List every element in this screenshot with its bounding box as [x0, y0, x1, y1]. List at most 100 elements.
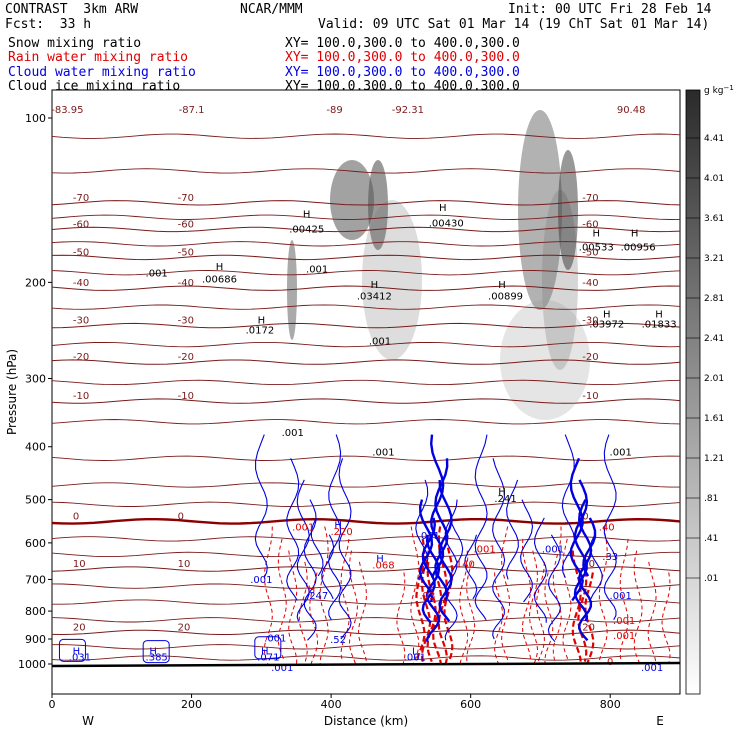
y-tick-label: 400	[25, 441, 46, 454]
rain-contour	[577, 561, 588, 662]
cloud-water-contour	[286, 458, 300, 601]
extremum-label: H	[593, 229, 601, 240]
extremum-label: H	[631, 229, 639, 240]
rain-contour	[521, 538, 532, 662]
rain-contour	[426, 561, 437, 663]
extremum-label: H	[376, 554, 384, 565]
temperature-contour-label: 10	[73, 559, 86, 570]
y-axis-label: Pressure (hPa)	[5, 349, 19, 435]
y-tick-label: 700	[25, 573, 46, 586]
temperature-contour	[52, 617, 680, 623]
temperature-contour-label: -80	[178, 49, 194, 60]
rain-contour	[420, 550, 432, 665]
cloud-water-contour	[582, 517, 597, 577]
temperature-contour-label: 0	[73, 511, 79, 522]
cloud-water-contour	[547, 534, 561, 642]
extremum-label: -89	[326, 105, 342, 116]
temperature-contour-label: -60	[178, 219, 194, 230]
rain-contour	[319, 526, 329, 665]
extremum-label: L	[412, 646, 418, 657]
svg-text:g kg−1: g kg−1	[704, 84, 734, 96]
temperature-contour	[52, 168, 680, 174]
extremum-label: -83.95	[51, 105, 83, 116]
temperature-contour	[52, 482, 680, 488]
extremum-label: .247	[306, 591, 328, 602]
temperature-contour-line	[52, 398, 680, 404]
temperature-contour-label: -50	[178, 247, 194, 258]
temperature-contour-label: -30	[73, 316, 89, 327]
snow-plume	[330, 160, 374, 240]
extremum-label: .001	[613, 631, 635, 642]
temperature-contour-line	[52, 629, 680, 636]
x-tick-label: 400	[321, 698, 342, 711]
x-tick-label: 0	[49, 698, 56, 711]
extremum-label: .031	[69, 652, 91, 663]
rain-contour	[288, 550, 298, 665]
rain-contour	[647, 561, 657, 662]
temperature-contour-label: -40	[73, 278, 89, 289]
x-endpoint-west: W	[82, 714, 94, 728]
extremum-label: .52	[330, 635, 346, 646]
extremum-label: .001	[146, 268, 168, 279]
temperature-contour	[52, 419, 680, 425]
rain-contour	[571, 550, 582, 665]
x-axis: 0 200 400 600 800	[49, 694, 621, 711]
extremum-label: L	[342, 80, 348, 91]
rain-contour	[535, 561, 545, 662]
rain-contour	[298, 561, 308, 662]
rain-contour	[410, 526, 420, 665]
temperature-contour-line	[52, 359, 680, 365]
terrain-line	[52, 661, 680, 668]
temperature-contour-label: 20	[582, 622, 595, 633]
rain-contour	[619, 538, 629, 662]
extremum-label: H	[498, 280, 506, 291]
rain-contour	[494, 572, 504, 665]
extremum-label: .220	[330, 527, 352, 538]
x-tick-label: 600	[460, 698, 481, 711]
cloud-water-contour	[310, 517, 324, 577]
cloud-water-contour	[338, 458, 352, 640]
y-tick-label: 100	[25, 112, 46, 125]
temperature-contour	[52, 583, 680, 589]
cloud-water-cell	[142, 640, 170, 664]
rain-contour	[309, 572, 319, 665]
extremum-label: .071	[257, 652, 279, 663]
rain-contour	[340, 538, 350, 662]
extremum-label: .031	[418, 531, 440, 542]
temperature-contour-label: 20	[178, 622, 191, 633]
cloud-water-contour	[577, 499, 593, 642]
extremum-label: H	[73, 646, 81, 657]
cloud-water-contour	[450, 517, 464, 577]
snow-plume	[362, 200, 422, 360]
colorbar-label: .81	[704, 494, 718, 504]
forecast-hour: Fcst: 33 h	[5, 17, 92, 32]
temperature-contour-line	[52, 285, 680, 291]
extremum-label: L	[59, 80, 65, 91]
init-time: Init: 00 UTC Fri 28 Feb 14	[508, 2, 712, 17]
extremum-label: .001	[610, 591, 632, 602]
temperature-contour-label: -40	[178, 278, 194, 289]
temperature-contour-label: 20	[73, 622, 86, 633]
rain-contour	[263, 526, 273, 665]
temperature-contour-label: -50	[582, 247, 598, 258]
extremum-label: .33	[602, 552, 618, 563]
cloud-water-contour	[603, 434, 617, 621]
x-endpoint-east: E	[656, 714, 664, 728]
field-rain-xy: XY= 100.0,300.0 to 400.0,300.0	[285, 50, 520, 65]
snow-plume	[518, 110, 562, 310]
extremum-label: .001	[610, 447, 632, 458]
temperature-contour-label: -10	[73, 391, 89, 402]
colorbar-unit: g kg	[704, 86, 724, 96]
temperature-contour	[52, 214, 680, 220]
extremum-label: H	[303, 209, 311, 220]
colorbar-label: 2.81	[704, 294, 724, 304]
model-title: CONTRAST 3km ARW	[5, 2, 139, 17]
temperature-contour-label: 0	[582, 511, 588, 522]
extremum-label: -87.1	[179, 105, 205, 116]
y-tick-label: 500	[25, 494, 46, 507]
extremum-label: .001	[404, 652, 426, 663]
extremum-label: .068	[372, 560, 394, 571]
temperature-contour-label: -40	[582, 278, 598, 289]
extremum-label: H	[258, 316, 266, 327]
temperature-contour-label: -50	[73, 247, 89, 258]
